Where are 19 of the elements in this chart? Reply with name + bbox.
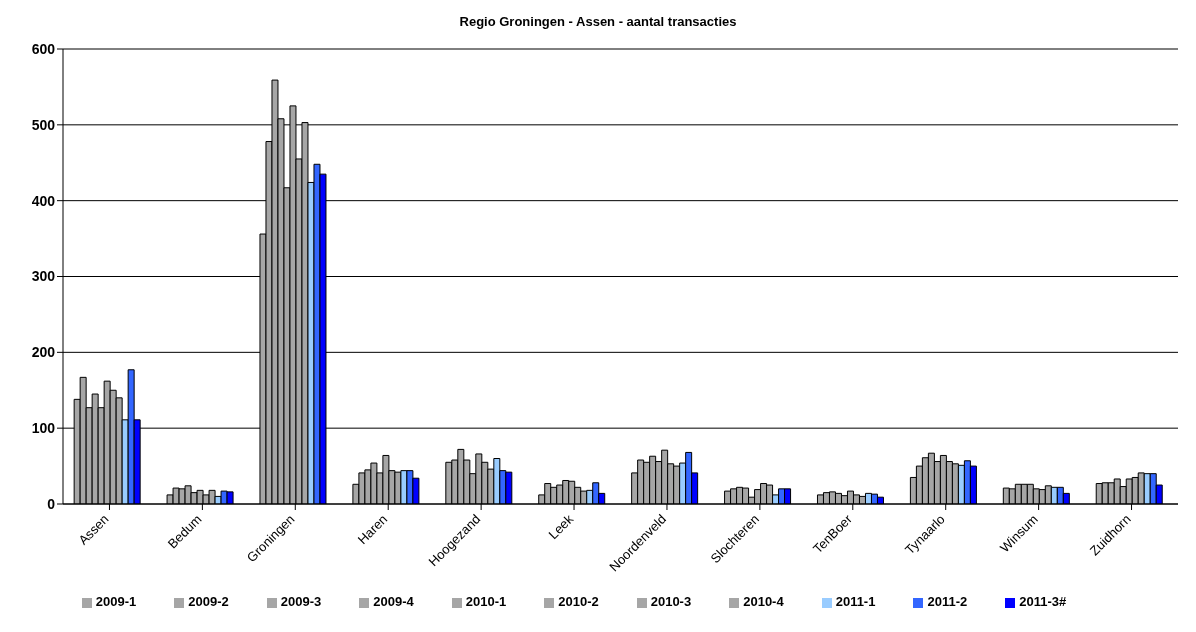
legend-label: 2009-4 [373,594,414,609]
legend-label: 2010-4 [743,594,784,609]
y-tick-label: 100 [31,420,56,437]
y-tick-label: 0 [47,495,56,512]
legend-label: 2011-3# [1019,594,1067,609]
legend-label: 2010-1 [465,594,507,609]
legend-label: 2009-2 [188,594,229,609]
y-tick-label: 500 [31,116,56,133]
legend-label: 2010-2 [558,594,599,609]
y-tick-label: 600 [31,40,56,57]
legend-label: 2009-1 [95,594,137,609]
legend-label: 2010-3 [650,594,692,609]
y-tick-label: 400 [31,192,56,209]
y-tick-label: 300 [31,268,56,285]
y-tick-label: 200 [31,344,56,361]
legend-label: 2011-2 [927,594,968,609]
legend-label: 2009-3 [280,594,322,609]
legend-label: 2011-1 [835,594,876,609]
chart-title: Regio Groningen - Assen - aantal transacties [458,14,738,29]
